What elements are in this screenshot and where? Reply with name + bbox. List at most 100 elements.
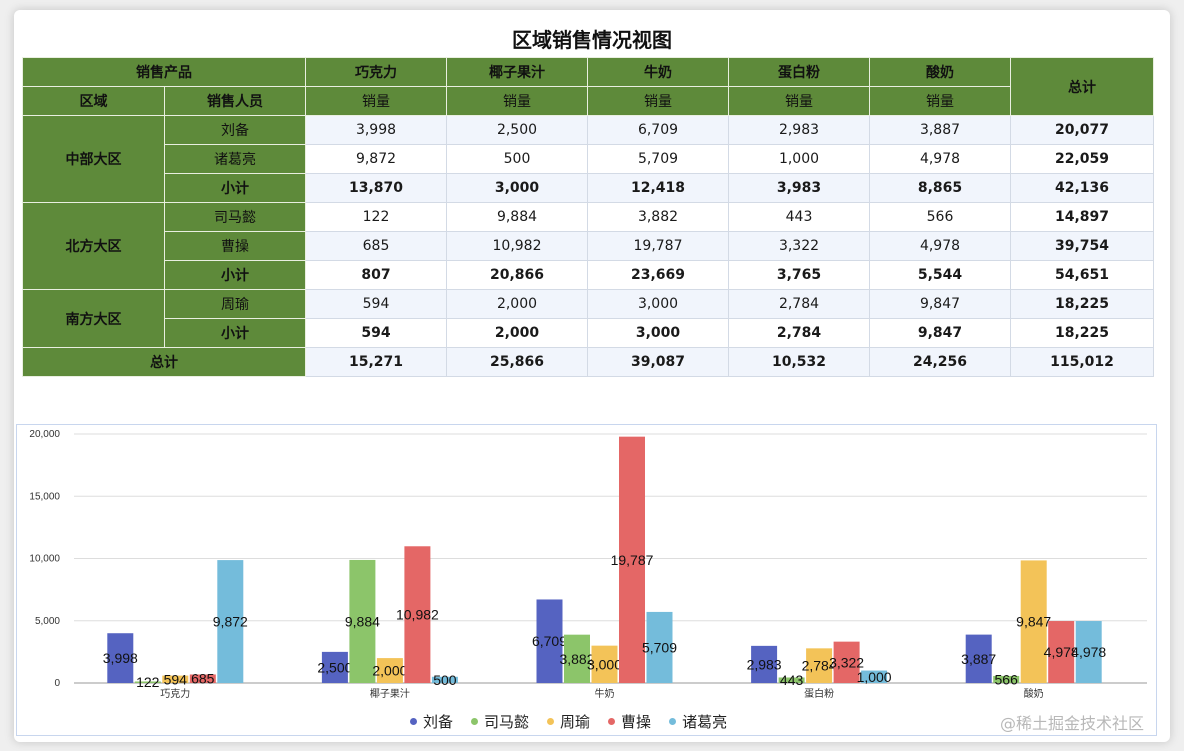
data-label: 10,982 <box>396 607 439 623</box>
sales-value-cell: 3,887 <box>869 115 1011 145</box>
legend-item[interactable]: 诸葛亮 <box>669 711 727 732</box>
salesperson-cell: 司马懿 <box>164 202 306 232</box>
x-tick-label: 巧克力 <box>160 687 190 700</box>
sales-value-cell: 443 <box>728 202 870 232</box>
page-title: 区域销售情况视图 <box>512 28 672 52</box>
sales-value-cell: 3,000 <box>587 289 729 319</box>
data-label: 9,872 <box>213 614 248 630</box>
header-region: 区域 <box>22 86 165 116</box>
sales-value-cell: 9,847 <box>869 318 1011 348</box>
sales-value-cell: 2,784 <box>728 318 870 348</box>
data-label: 1,000 <box>857 669 892 685</box>
data-label: 500 <box>433 672 457 688</box>
header-measure: 销量 <box>728 86 870 116</box>
legend-label: 司马懿 <box>484 713 530 731</box>
sales-value-cell: 807 <box>305 260 447 290</box>
sales-value-cell: 3,983 <box>728 173 870 203</box>
bar <box>349 559 376 683</box>
x-tick-label: 椰子果汁 <box>370 687 410 700</box>
sales-value-cell: 3,000 <box>587 318 729 348</box>
y-tick-label: 10,000 <box>29 554 60 565</box>
sales-value-cell: 4,978 <box>869 231 1011 261</box>
chart-legend: 刘备 司马懿 周瑜 曹操 诸葛亮 <box>410 711 727 732</box>
table-row: 中部大区 刘备 3,998 2,500 6,709 2,983 3,887 20,077 <box>22 115 1154 203</box>
sales-value-cell: 3,322 <box>728 231 870 261</box>
legend-label: 周瑜 <box>560 713 591 731</box>
grand-total-cell: 15,271 <box>305 347 447 377</box>
legend-label: 诸葛亮 <box>682 713 728 731</box>
data-label: 122 <box>136 674 160 690</box>
header-measure: 销量 <box>587 86 729 116</box>
bar <box>536 599 563 683</box>
x-tick-label: 蛋白粉 <box>804 687 834 700</box>
sales-value-cell: 2,784 <box>728 289 870 319</box>
bar <box>217 560 244 683</box>
sales-value-cell: 13,870 <box>305 173 447 203</box>
header-measure: 销量 <box>305 86 447 116</box>
salesperson-cell: 周瑜 <box>164 289 306 319</box>
header-product: 蛋白粉 <box>728 57 870 87</box>
data-label: 2,983 <box>747 656 782 672</box>
sales-value-cell: 5,709 <box>587 144 729 174</box>
sales-value-cell: 6,709 <box>587 115 729 145</box>
salesperson-cell: 曹操 <box>164 231 306 261</box>
bar <box>833 641 860 683</box>
x-tick-label: 牛奶 <box>595 687 615 700</box>
row-total-cell: 39,754 <box>1010 231 1154 261</box>
region-cell: 北方大区 <box>22 202 165 290</box>
sales-value-cell: 122 <box>305 202 447 232</box>
header-product: 酸奶 <box>869 57 1011 87</box>
data-label: 3,882 <box>559 651 594 667</box>
legend-item[interactable]: 刘备 <box>410 711 453 732</box>
data-label: 6,709 <box>532 633 567 649</box>
header-measure: 销量 <box>446 86 588 116</box>
grand-total-sum: 115,012 <box>1010 347 1154 377</box>
data-label: 9,847 <box>1016 614 1051 630</box>
bar <box>646 611 673 683</box>
header-measure: 销量 <box>869 86 1011 116</box>
bar <box>1048 621 1075 683</box>
bar <box>751 645 778 683</box>
header-salesperson: 销售人员 <box>164 86 306 116</box>
legend-item[interactable]: 曹操 <box>608 711 651 732</box>
grand-total-cell: 24,256 <box>869 347 1011 377</box>
header-product: 巧克力 <box>305 57 447 87</box>
bar <box>162 675 189 683</box>
bar <box>1075 621 1102 683</box>
data-label: 685 <box>191 671 215 687</box>
salesperson-cell: 诸葛亮 <box>164 144 306 174</box>
y-tick-label: 0 <box>54 678 60 689</box>
bar <box>1020 560 1047 683</box>
sales-value-cell: 1,000 <box>728 144 870 174</box>
bar <box>591 645 618 683</box>
sales-value-cell: 2,983 <box>728 115 870 145</box>
grand-total-cell: 25,866 <box>446 347 588 377</box>
sales-value-cell: 5,544 <box>869 260 1011 290</box>
bar <box>619 436 645 683</box>
header-total: 总计 <box>1010 57 1154 116</box>
sales-value-cell: 594 <box>305 289 447 319</box>
header-product-label: 销售产品 <box>22 57 306 87</box>
row-total-cell: 22,059 <box>1010 144 1154 174</box>
sales-value-cell: 2,000 <box>446 318 588 348</box>
sales-value-cell: 20,866 <box>446 260 588 290</box>
data-label: 4,978 <box>1044 644 1079 660</box>
data-label: 3,998 <box>103 650 138 666</box>
bar <box>107 633 134 683</box>
data-label: 2,784 <box>802 658 837 674</box>
grand-total-label: 总计 <box>22 347 306 377</box>
data-label: 594 <box>164 671 188 687</box>
data-label: 4,978 <box>1071 644 1106 660</box>
data-label: 3,000 <box>587 656 622 672</box>
sales-value-cell: 2,000 <box>446 289 588 319</box>
sales-value-cell: 594 <box>305 318 447 348</box>
legend-item[interactable]: 司马懿 <box>471 711 529 732</box>
data-label: 5,709 <box>642 639 677 655</box>
y-tick-label: 5,000 <box>35 616 60 627</box>
sales-value-cell: 3,882 <box>587 202 729 232</box>
legend-item[interactable]: 周瑜 <box>547 711 590 732</box>
bar <box>189 674 216 683</box>
table-row: 诸葛亮 9,872 500 5,709 1,000 4,978 22,059 <box>23 144 1154 174</box>
data-label: 566 <box>995 671 1019 687</box>
sales-value-cell: 3,998 <box>305 115 447 145</box>
